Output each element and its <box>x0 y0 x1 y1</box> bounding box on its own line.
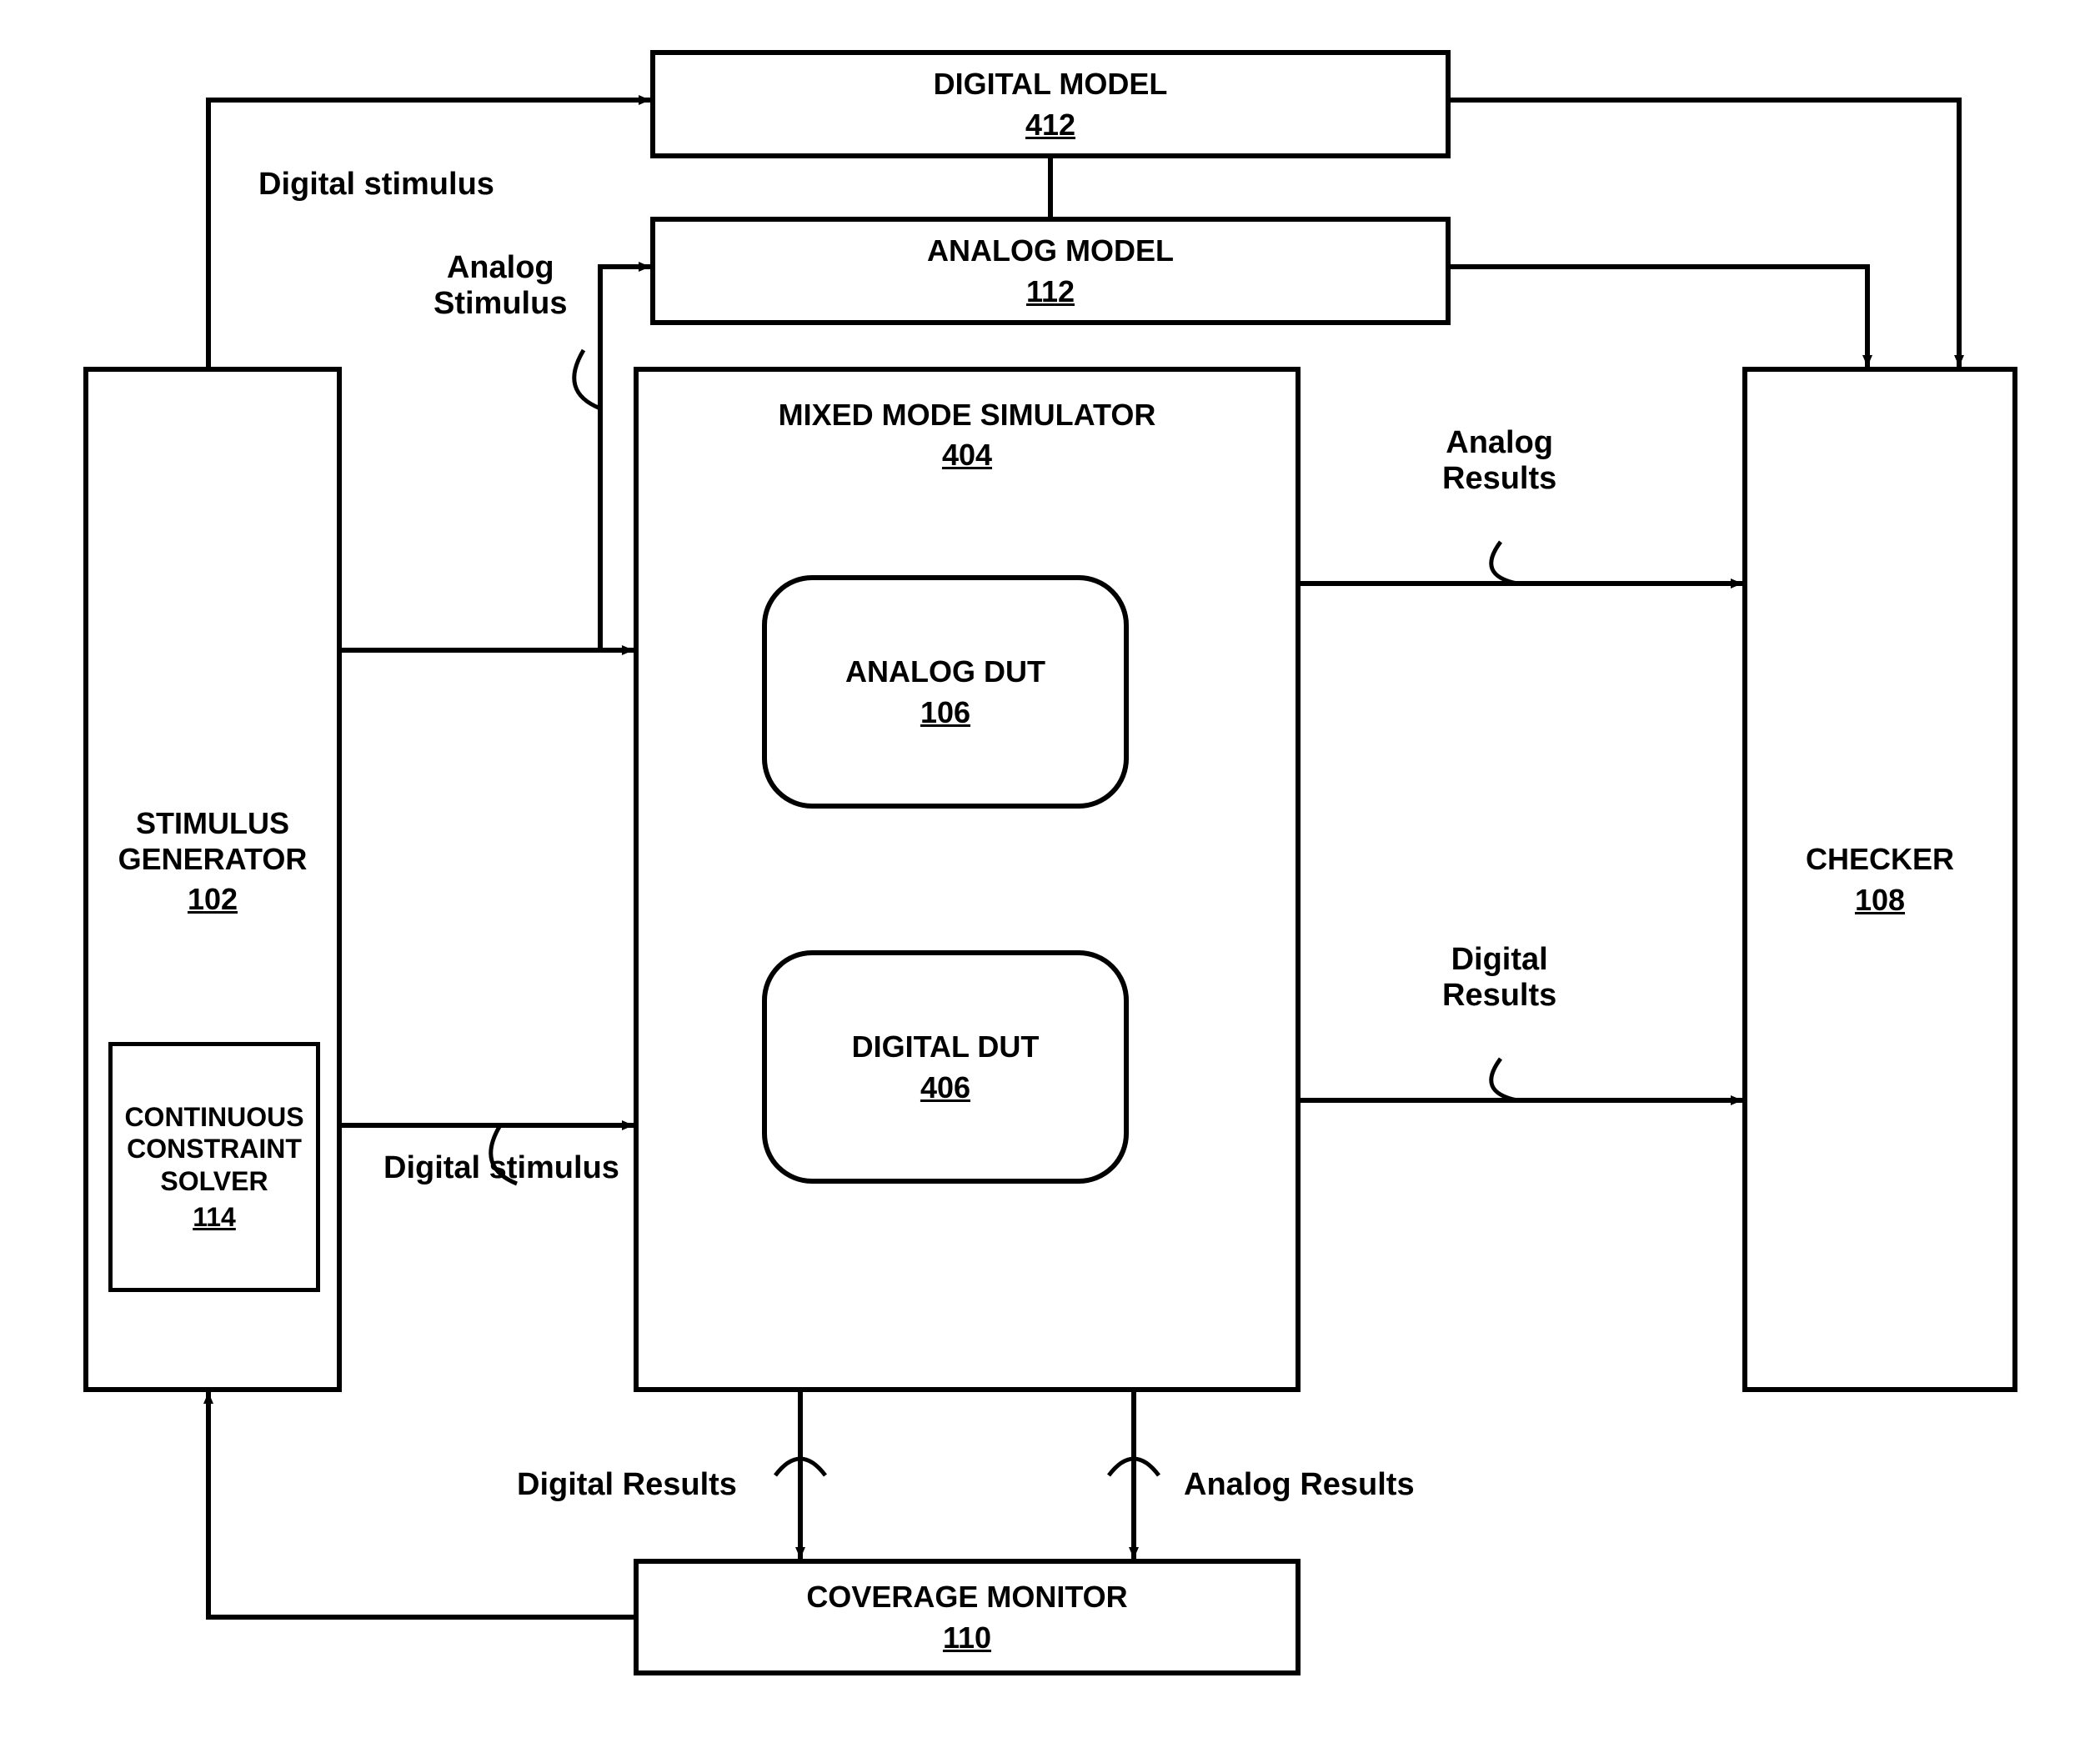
analog-stimulus-label: Analog Stimulus <box>434 250 567 322</box>
digital-model-ref: 412 <box>1025 108 1075 143</box>
digital-stimulus-top-label: Digital stimulus <box>258 167 494 203</box>
digital-results-right-label: Digital Results <box>1442 942 1556 1014</box>
digital-dut-title: DIGITAL DUT <box>852 1029 1040 1064</box>
checker-title: CHECKER <box>1806 841 1954 877</box>
simulator-box: MIXED MODE SIMULATOR 404 <box>634 367 1301 1392</box>
digital-dut-ref: 406 <box>920 1070 970 1105</box>
constraint-solver-ref: 114 <box>193 1202 236 1233</box>
digital-model-title: DIGITAL MODEL <box>934 66 1168 102</box>
digital-stimulus-bottom-label: Digital stimulus <box>383 1150 619 1186</box>
digital-dut-box: DIGITAL DUT 406 <box>762 950 1129 1184</box>
analog-model-box: ANALOG MODEL 112 <box>650 217 1451 325</box>
digital-model-box: DIGITAL MODEL 412 <box>650 50 1451 158</box>
diagram-canvas: DIGITAL MODEL 412 ANALOG MODEL 112 STIMU… <box>0 0 2100 1748</box>
coverage-monitor-title: COVERAGE MONITOR <box>806 1579 1127 1615</box>
analog-model-ref: 112 <box>1026 274 1075 309</box>
simulator-title: MIXED MODE SIMULATOR <box>779 397 1156 433</box>
simulator-ref: 404 <box>942 438 992 473</box>
constraint-solver-title: CONTINUOUS CONSTRAINT SOLVER <box>124 1101 303 1197</box>
analog-dut-box: ANALOG DUT 106 <box>762 575 1129 809</box>
analog-dut-title: ANALOG DUT <box>845 654 1045 689</box>
digital-results-bottom-label: Digital Results <box>517 1467 737 1503</box>
analog-results-bottom-label: Analog Results <box>1184 1467 1415 1503</box>
analog-dut-ref: 106 <box>920 695 970 730</box>
stimulus-generator-title: STIMULUS GENERATOR <box>118 805 308 877</box>
stimulus-generator-ref: 102 <box>188 882 238 917</box>
analog-results-right-label: Analog Results <box>1442 425 1556 497</box>
analog-model-title: ANALOG MODEL <box>927 233 1174 268</box>
constraint-solver-box: CONTINUOUS CONSTRAINT SOLVER 114 <box>108 1042 320 1292</box>
checker-ref: 108 <box>1855 883 1905 918</box>
coverage-monitor-ref: 110 <box>943 1620 991 1655</box>
coverage-monitor-box: COVERAGE MONITOR 110 <box>634 1559 1301 1675</box>
checker-box: CHECKER 108 <box>1742 367 2017 1392</box>
